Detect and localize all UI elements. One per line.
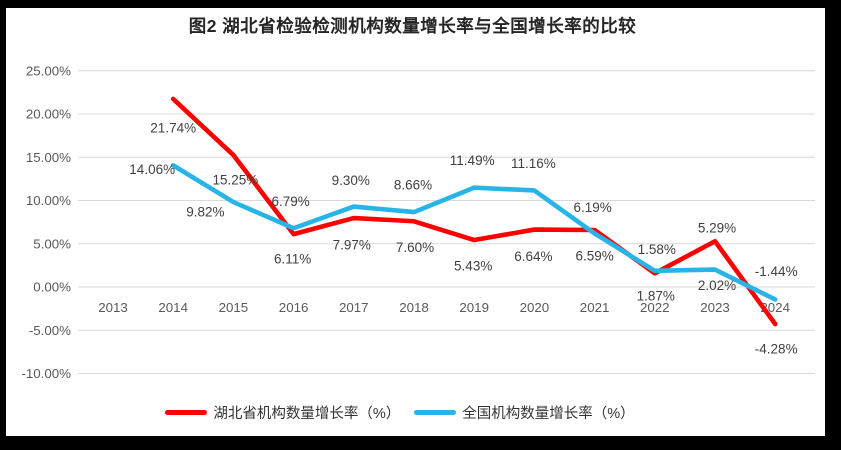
- data-point-label: 6.64%: [514, 249, 552, 264]
- y-axis-tick-label: 20.00%: [26, 107, 71, 122]
- red-line-swatch-icon: [165, 410, 208, 415]
- x-axis-tick-label: 2020: [520, 300, 550, 315]
- legend-label-hubei: 湖北省机构数量增长率（%）: [213, 406, 401, 422]
- data-point-label: 1.87%: [637, 288, 675, 303]
- data-point-label: 9.30%: [332, 173, 370, 188]
- x-axis-tick-label: 2021: [580, 300, 610, 315]
- hubei-series-line: [170, 96, 778, 327]
- data-point-label: 5.43%: [454, 259, 492, 274]
- x-axis-tick-label: 2018: [399, 300, 429, 315]
- x-axis-tick-label: 2019: [459, 300, 489, 315]
- data-point-label: 7.60%: [396, 240, 434, 255]
- x-axis-tick-label: 2023: [700, 300, 730, 315]
- y-axis-tick-label: 15.00%: [26, 150, 71, 165]
- x-axis-tick-label: 2016: [279, 300, 309, 315]
- national-series-line: [170, 163, 778, 302]
- data-point-label: 6.19%: [573, 200, 611, 215]
- data-point-label: 14.06%: [129, 162, 175, 177]
- data-point-label: 11.16%: [511, 156, 556, 171]
- data-point-label: 7.97%: [333, 238, 371, 253]
- y-axis-tick-label: -5.00%: [29, 323, 71, 338]
- data-point-label: 6.59%: [575, 248, 613, 263]
- data-point-label: 6.11%: [274, 252, 311, 267]
- x-axis-tick-label: 2017: [339, 300, 369, 315]
- data-point-label: 5.29%: [698, 221, 736, 236]
- y-axis-tick-label: 0.00%: [33, 280, 71, 295]
- x-axis-tick-label: 2013: [98, 300, 128, 315]
- data-point-label: 8.66%: [394, 178, 432, 193]
- data-point-label: 2.02%: [698, 278, 736, 293]
- data-point-label: -4.28%: [755, 342, 798, 357]
- x-axis-tick-label: 2022: [640, 300, 670, 315]
- y-axis-tick-label: -10.00%: [21, 366, 71, 381]
- legend-item-national: 全国机构数量增长率（%）: [414, 402, 635, 423]
- y-axis-tick-label: 25.00%: [26, 63, 71, 78]
- chart-title: 图2 湖北省检验检测机构数量增长率与全国增长率的比较: [188, 16, 637, 36]
- data-point-label: 1.58%: [638, 242, 676, 257]
- data-point-label: 21.74%: [150, 120, 196, 135]
- data-point-label: 9.82%: [186, 205, 224, 220]
- data-point-label: 15.25%: [213, 173, 259, 188]
- y-axis-tick-label: 5.00%: [33, 236, 71, 251]
- x-axis-tick-label: 2014: [158, 300, 188, 315]
- data-point-label: 6.79%: [271, 194, 309, 209]
- data-point-label: 11.49%: [450, 153, 495, 168]
- y-axis-tick-label: 10.00%: [26, 193, 71, 208]
- legend-item-hubei: 湖北省机构数量增长率（%）: [165, 402, 400, 423]
- x-axis-tick-label: 2015: [219, 300, 249, 315]
- chart-legend: 湖北省机构数量增长率（%） 全国机构数量增长率（%）: [0, 402, 800, 423]
- data-point-label: -1.44%: [755, 264, 798, 279]
- blue-line-swatch-icon: [414, 410, 457, 415]
- legend-label-national: 全国机构数量增长率（%）: [462, 406, 635, 422]
